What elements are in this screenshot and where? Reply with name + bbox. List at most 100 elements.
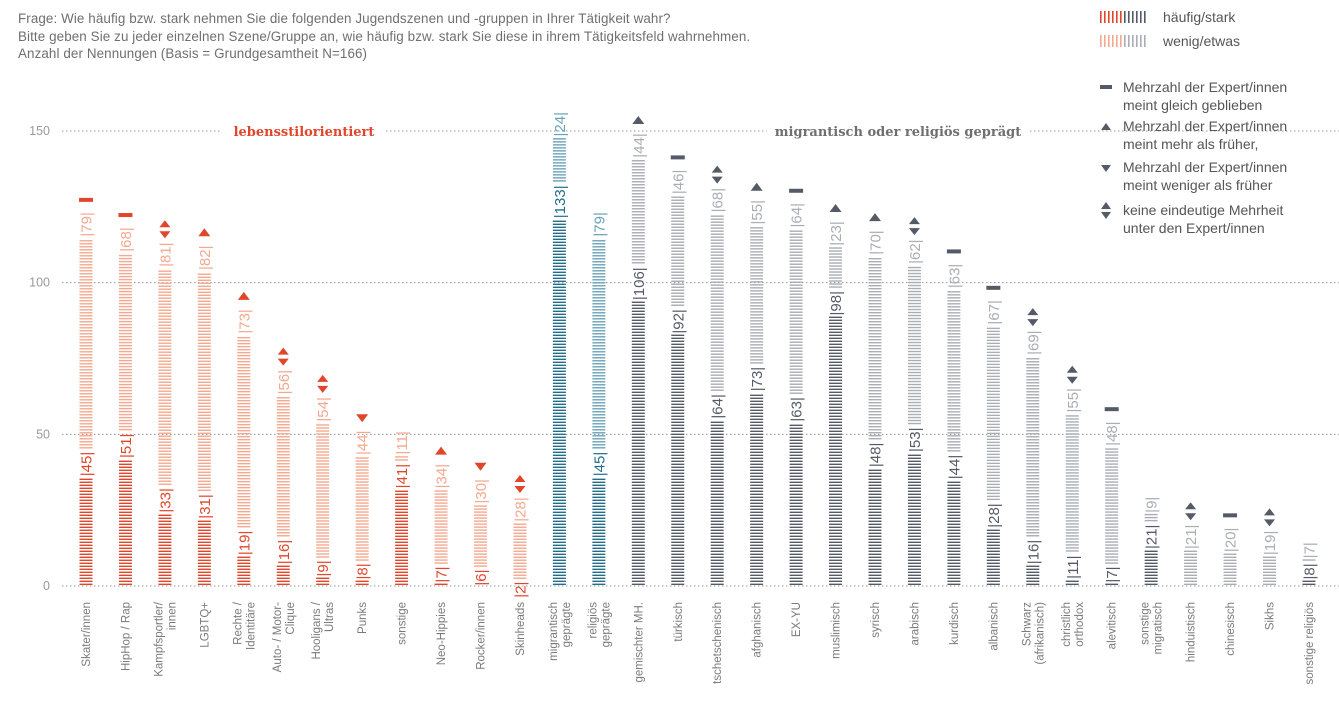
bar-segment-wenig: |21|: [1183, 525, 1200, 585]
value-label-haeufig: |45|: [591, 452, 608, 476]
value-label-wenig: |46|: [670, 170, 687, 194]
value-label-haeufig: |16|: [276, 540, 293, 564]
triangle-up-icon: [198, 228, 211, 237]
up-down-arrow-icon: [514, 475, 526, 493]
bar-segment-haeufig: |6|: [473, 569, 490, 585]
legend-swatch-wenig: [1100, 35, 1146, 47]
value-label-haeufig: |7|: [434, 566, 451, 582]
same-marker-icon: [1223, 513, 1238, 518]
value-label-wenig: |54|: [315, 397, 332, 421]
value-label-haeufig: |64|: [710, 394, 727, 418]
bar-segment-wenig: |44|: [631, 133, 648, 264]
category-label: afghanisch: [752, 602, 764, 658]
legend: häufig/stark wenig/etwas Mehrzahl der Ex…: [1100, 9, 1287, 236]
category-label: geprägte: [561, 602, 573, 647]
value-label-haeufig: |92|: [670, 309, 687, 333]
value-label-wenig: |30|: [473, 479, 490, 503]
group-label-bg: [222, 122, 386, 140]
bar-segment-haeufig: |16|: [1025, 540, 1042, 585]
up-down-arrow-icon: [159, 220, 171, 239]
bar-segment-wenig: |70|: [868, 230, 885, 440]
value-label-wenig: |7|: [1301, 542, 1318, 558]
category-label: albanisch: [988, 602, 1000, 651]
up-down-arrow-icon: [317, 374, 329, 393]
bar-segment-haeufig: |45|: [591, 452, 608, 585]
bar-segment-haeufig: |53|: [907, 427, 924, 585]
triangle-down-icon: [356, 414, 369, 423]
bar-segment-wenig: |28|: [512, 497, 529, 579]
value-label-haeufig: |31|: [197, 494, 214, 518]
bar-segment-haeufig: |98|: [828, 291, 845, 585]
value-label-haeufig: |8|: [1301, 563, 1318, 579]
bar-segment-haeufig: |21|: [1144, 525, 1161, 585]
category-label: innen: [166, 602, 178, 630]
category-label: arabisch: [909, 602, 921, 645]
bar-segment-wenig: |79|: [79, 212, 96, 449]
group-label: lebensstilorientiert: [234, 125, 375, 140]
triangle-up-icon: [632, 116, 645, 124]
value-label-haeufig: |28|: [986, 503, 1003, 527]
bar-segment-wenig: |63|: [946, 264, 963, 452]
same-marker-icon: [946, 249, 961, 254]
bar-segment-wenig: |44|: [355, 431, 372, 561]
value-label-haeufig: |44|: [946, 455, 963, 479]
category-label: Ultras: [324, 602, 336, 632]
group-label-bg: [766, 122, 1030, 140]
up-down-arrow-icon: [277, 347, 289, 366]
category-label: (afrikanisch): [1034, 602, 1046, 665]
bar-segment-wenig: |73|: [236, 309, 253, 528]
bar-segment-haeufig: |51|: [118, 434, 135, 585]
triangle-up-icon: [1101, 123, 1111, 130]
category-label: sonstige religiös: [1304, 602, 1316, 685]
up-down-arrow-icon: [1027, 308, 1039, 327]
value-label-haeufig: |11|: [1065, 555, 1082, 578]
y-tick-label: 100: [29, 276, 50, 290]
category-label: tschetschenisch: [712, 602, 724, 684]
y-tick-label: 50: [36, 427, 50, 441]
grid-layer: 0 50 100 150: [29, 124, 1339, 593]
value-label-wenig: |20|: [1223, 528, 1240, 552]
bar-segment-haeufig: |8|: [1301, 563, 1318, 585]
value-label-wenig: |55|: [1065, 388, 1082, 412]
legend-label-wenig: wenig/etwas: [1162, 33, 1240, 49]
value-label-haeufig: |16|: [1025, 540, 1042, 564]
value-label-wenig: |70|: [868, 230, 885, 254]
bar-segment-wenig: |46|: [670, 170, 687, 306]
value-label-wenig: |19|: [1262, 531, 1279, 555]
triangle-up-icon: [750, 182, 763, 191]
value-label-wenig: |23|: [828, 221, 845, 245]
value-label-wenig: |48|: [1104, 421, 1121, 445]
value-label-wenig: |56|: [276, 370, 293, 394]
bar-segment-haeufig: |28|: [986, 503, 1003, 585]
legend-less-line1: Mehrzahl der Expert/innen: [1123, 159, 1287, 175]
category-label: migrantisch: [548, 602, 560, 661]
question-text: Frage: Wie häufig bzw. stark nehmen Sie …: [18, 11, 671, 26]
category-label: kurdisch: [949, 602, 961, 645]
category-label: migratisch: [1153, 602, 1165, 654]
basis-text: Anzahl der Nennungen (Basis = Grundgesam…: [18, 46, 368, 61]
legend-unclear-line2: unter den Expert/innen: [1123, 220, 1265, 236]
same-marker-icon: [670, 155, 685, 160]
value-label-haeufig: |8|: [355, 563, 372, 579]
bar-segment-wenig: |82|: [197, 245, 214, 491]
category-label: muslimisch: [831, 602, 843, 659]
category-label: gemischter MH.: [633, 602, 645, 683]
category-label: Punks: [357, 602, 369, 634]
legend-swatch-haeufig: [1100, 11, 1146, 23]
labels-layer: lebensstilorientiert migrantisch oder rel…: [79, 116, 1316, 684]
bar-segment-haeufig: |45|: [79, 452, 96, 585]
value-label-haeufig: |53|: [907, 427, 924, 451]
bar-segment-wenig: |55|: [1065, 388, 1082, 552]
bar-segment-wenig: |67|: [986, 300, 1003, 501]
bar-segment-haeufig: |31|: [197, 494, 214, 585]
bar-segment-haeufig: |106|: [631, 267, 648, 585]
category-label: Auto- / Motor-: [272, 602, 284, 672]
up-down-arrow-icon: [1264, 508, 1275, 527]
category-label: HipHop / Rap: [120, 602, 132, 671]
category-label: orthodox: [1074, 602, 1086, 647]
value-label-wenig: |55|: [749, 200, 766, 224]
value-label-wenig: |34|: [434, 464, 451, 488]
group-label: migrantisch oder religiös geprägt: [775, 125, 1021, 140]
value-label-wenig: |68|: [118, 227, 135, 251]
